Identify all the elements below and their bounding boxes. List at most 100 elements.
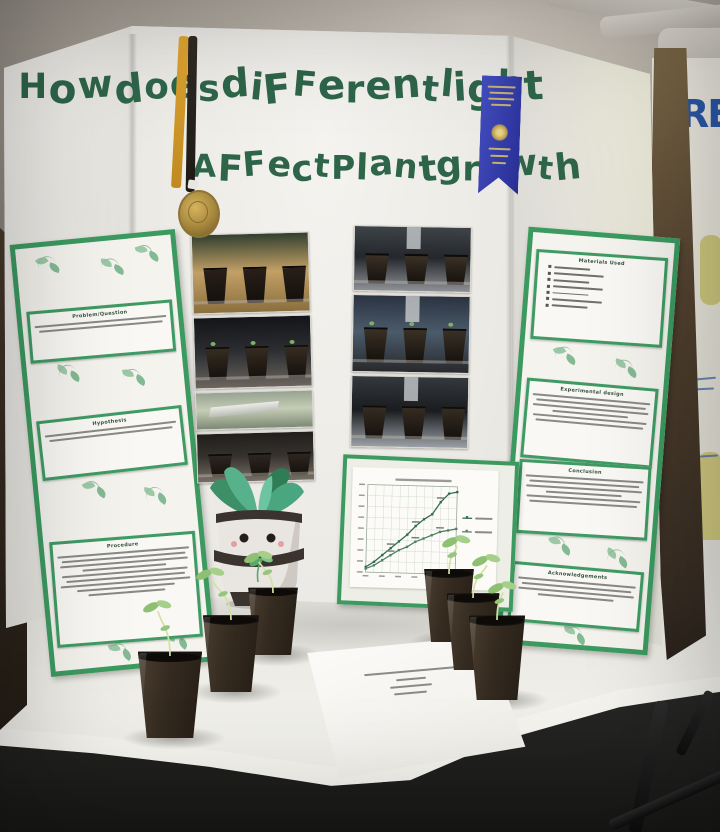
cartoon-cheek: [278, 541, 284, 547]
seedling: [244, 550, 274, 593]
leaf: [616, 555, 630, 569]
seedling: [143, 600, 172, 656]
vine-decoration: [563, 625, 592, 648]
photo-seedling: [448, 322, 454, 327]
leaf: [224, 467, 258, 518]
photo-seedling: [289, 339, 295, 344]
neighbor-poster-decoration: [700, 235, 720, 305]
vine-decoration: [55, 361, 86, 386]
photo-seedling: [369, 321, 375, 326]
photo-pot: [399, 328, 431, 364]
photo-pot: [239, 266, 271, 303]
photo-pot: [437, 407, 469, 440]
vine-decoration: [121, 367, 152, 390]
photo-seedling: [250, 340, 256, 345]
cartoon-sprout-leaf: [249, 557, 263, 567]
leaf: [147, 250, 161, 262]
vine-decoration: [34, 253, 66, 278]
cartoon-cheek: [231, 541, 237, 547]
text-line: [552, 298, 602, 304]
shelf-post: [406, 226, 422, 249]
poster-title-line-1: How does diFFerent light: [18, 60, 546, 115]
leaf: [48, 262, 61, 274]
photo: [194, 389, 314, 431]
leaf: [112, 264, 126, 276]
vine-decoration: [547, 533, 577, 558]
photo-strip-left: [190, 231, 316, 486]
leaf: [133, 373, 148, 387]
photo: [192, 314, 313, 390]
seedling: [442, 535, 471, 574]
text-line: [552, 285, 603, 291]
seedling: [472, 554, 501, 598]
leaf: [120, 648, 134, 662]
seedling: [488, 581, 517, 620]
report-text-line: [390, 683, 432, 689]
photo-strip-right: [350, 224, 472, 452]
section-card: Experimental design: [520, 377, 659, 469]
vine-decoration: [100, 257, 130, 280]
chart-card: [336, 454, 520, 612]
text-line: [552, 291, 589, 297]
cartoon-pot-lip: [216, 510, 302, 523]
text-line: [554, 266, 591, 271]
first-place-ribbon: [478, 75, 522, 194]
section-card: Conclusion: [515, 458, 652, 541]
cartoon-eye: [266, 533, 276, 543]
list-number: [546, 290, 550, 294]
leaf: [559, 543, 573, 556]
leaf: [68, 370, 82, 383]
cartoon-pot-shading: [274, 518, 300, 593]
list-number: [546, 284, 551, 288]
section-card: Materials Used: [530, 248, 669, 348]
poster-title-line-2: AFFect Plant growth: [191, 142, 583, 191]
cartoon-eye: [239, 533, 249, 543]
vine-decoration: [605, 547, 634, 571]
photo-seedling: [408, 321, 414, 326]
pot-soil: [448, 594, 498, 602]
gold-medal: [178, 190, 220, 238]
report-text-line: [393, 690, 428, 696]
vine-decoration: [81, 478, 113, 502]
photo-pot: [200, 267, 232, 304]
section-card: Problem/Question: [26, 299, 177, 364]
pot-soil: [140, 652, 200, 662]
chart-paper: [349, 466, 499, 591]
photo-pot: [358, 405, 390, 438]
list-number: [547, 271, 551, 275]
shelf-post: [405, 295, 420, 322]
neighbor-poster-decoration: [698, 452, 720, 547]
photo: [352, 224, 472, 294]
pot-soil: [205, 616, 257, 624]
text-line: [553, 278, 590, 284]
medal-engraving: [188, 201, 208, 223]
section-card: Hypothesis: [36, 404, 188, 482]
shelf-post: [404, 376, 419, 401]
vine-decoration: [142, 483, 174, 509]
list-number: [545, 297, 550, 301]
leaf: [625, 366, 639, 379]
report-text-line: [395, 676, 427, 681]
fold-crease-right: [506, 34, 515, 634]
text-line: [551, 304, 588, 309]
list-number: [548, 265, 552, 269]
leaf: [564, 353, 578, 366]
vine-decoration: [552, 344, 582, 368]
report-text-line: [364, 665, 460, 676]
ribbon-emblem: [491, 124, 509, 142]
list-number: [547, 277, 551, 282]
text-line: [553, 272, 604, 278]
medal-clasp: [187, 179, 199, 190]
leaf: [210, 479, 258, 520]
cartoon-pot-band: [214, 548, 304, 568]
list-number: [545, 303, 549, 307]
seedling: [196, 567, 232, 620]
photo-pot: [398, 406, 430, 439]
photo: [351, 293, 471, 375]
vine-decoration: [134, 242, 165, 266]
greenhouse-structure: [208, 400, 280, 418]
vine-decoration: [107, 642, 138, 665]
photo: [350, 374, 470, 450]
vine-decoration: [614, 358, 643, 381]
